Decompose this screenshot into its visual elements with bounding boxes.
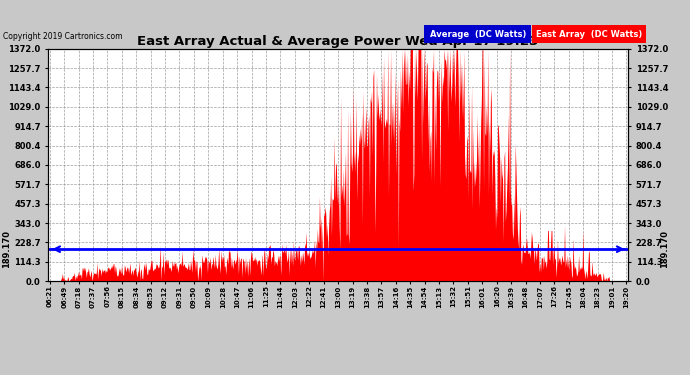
Text: East Array  (DC Watts): East Array (DC Watts) xyxy=(536,30,642,39)
Text: Copyright 2019 Cartronics.com: Copyright 2019 Cartronics.com xyxy=(3,32,123,41)
Text: 189.170: 189.170 xyxy=(660,230,669,268)
Text: 189.170: 189.170 xyxy=(1,230,10,268)
Text: Average  (DC Watts): Average (DC Watts) xyxy=(430,30,526,39)
Title: East Array Actual & Average Power Wed Apr 17 19:23: East Array Actual & Average Power Wed Ap… xyxy=(137,34,539,48)
